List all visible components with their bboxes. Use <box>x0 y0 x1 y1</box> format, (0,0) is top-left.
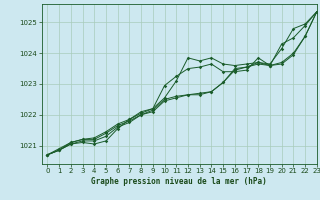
X-axis label: Graphe pression niveau de la mer (hPa): Graphe pression niveau de la mer (hPa) <box>91 177 267 186</box>
